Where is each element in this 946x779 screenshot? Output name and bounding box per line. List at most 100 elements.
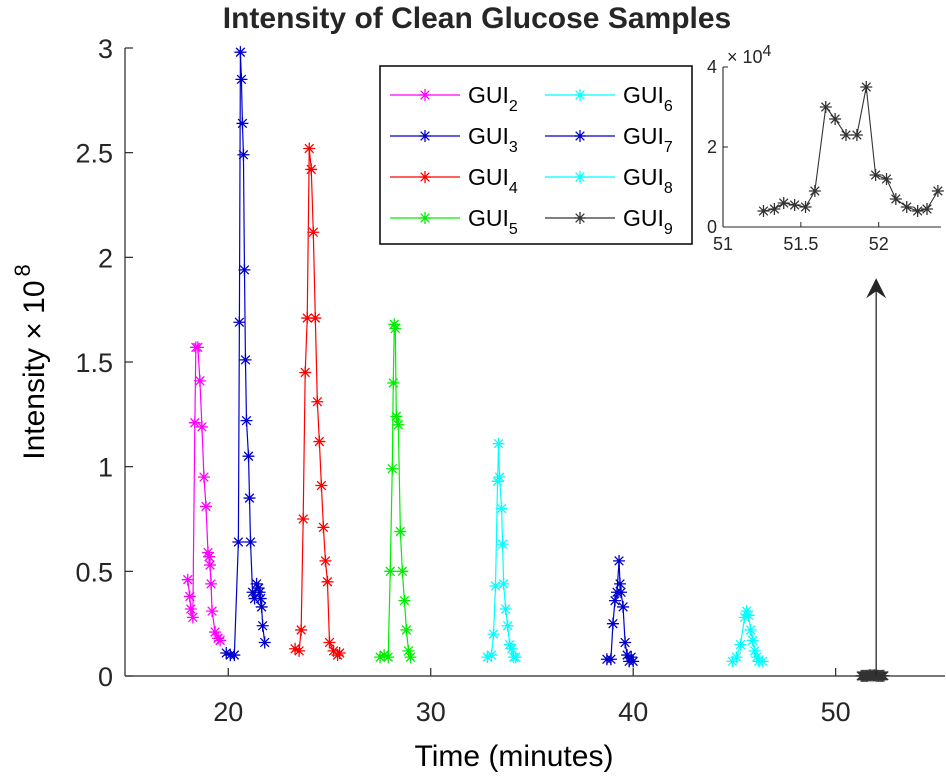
legend-swatch-marker [419, 171, 431, 183]
data-point [740, 605, 753, 618]
series-line [294, 148, 341, 656]
data-point [323, 636, 336, 649]
data-point [394, 525, 407, 538]
legend-label-subscript: 6 [664, 98, 673, 115]
legend-swatch-marker [419, 130, 431, 142]
inset-series-gui-9 [757, 81, 944, 217]
data-point [501, 619, 514, 632]
legend-swatch-marker [574, 130, 586, 142]
data-point [390, 410, 403, 423]
inset-data-point [900, 201, 913, 213]
y-tick-label: 3 [98, 34, 113, 64]
data-point [307, 226, 320, 239]
data-point [305, 163, 318, 176]
legend-label-subscript: 7 [664, 139, 673, 156]
legend-item: GUI7 [545, 123, 673, 156]
legend-label: GUI4 [468, 164, 518, 197]
series-gui-6 [481, 437, 522, 664]
data-point [254, 592, 267, 605]
data-point [214, 634, 227, 647]
y-tick-label: 0.5 [75, 557, 113, 587]
data-point [604, 653, 617, 666]
legend-label-text: GUI [468, 82, 509, 108]
data-point [183, 590, 196, 603]
data-point [374, 651, 387, 664]
data-point [246, 586, 259, 599]
data-point [489, 579, 502, 592]
data-point [315, 479, 328, 492]
data-point [748, 644, 761, 657]
legend-label-subscript: 9 [664, 221, 673, 238]
x-tick-label: 50 [821, 697, 851, 727]
series-gui-8 [726, 605, 769, 668]
legend-label-text: GUI [623, 205, 664, 231]
data-point [191, 341, 204, 354]
data-point [509, 651, 522, 664]
data-point [382, 651, 395, 664]
data-point [613, 554, 626, 567]
inset-x-tick-label: 52 [869, 234, 889, 254]
data-point [236, 117, 249, 130]
inset-data-point [869, 169, 882, 181]
data-point [232, 536, 245, 549]
inset-data-point [840, 129, 853, 141]
data-point [396, 565, 409, 578]
data-point [503, 638, 516, 651]
data-point [734, 638, 747, 651]
data-point [240, 414, 253, 427]
data-point [387, 376, 400, 389]
legend-label: GUI6 [623, 82, 673, 115]
data-point [209, 626, 222, 639]
series-gui-5 [374, 318, 417, 664]
data-point [389, 322, 402, 335]
data-point [744, 623, 757, 636]
legend-label-text: GUI [468, 164, 509, 190]
series-line [379, 324, 412, 659]
legend-label-subscript: 3 [509, 139, 518, 156]
data-point [617, 600, 630, 613]
inset-y-tick-label: 0 [707, 217, 717, 237]
inset-exponent-label: × 104 [727, 43, 772, 67]
inset-data-point [788, 199, 801, 211]
data-point [485, 649, 498, 662]
legend-swatch-marker [574, 171, 586, 183]
inset-data-point [768, 203, 781, 215]
inset-y-tick-label: 4 [707, 57, 717, 77]
data-point [499, 603, 512, 616]
legend-label: GUI8 [623, 164, 673, 197]
series-line [487, 443, 516, 658]
data-point [186, 611, 199, 624]
legend-item: GUI6 [545, 82, 673, 115]
y-axis-label: Intensity × 10 8 [10, 264, 51, 460]
data-point [258, 636, 271, 649]
data-point [746, 634, 759, 647]
data-point [243, 492, 256, 505]
data-point [250, 577, 263, 590]
data-point [203, 550, 216, 563]
data-point [756, 655, 769, 668]
inset-data-point [777, 197, 790, 209]
data-point [309, 312, 322, 325]
data-point [242, 450, 255, 463]
data-point [311, 395, 324, 408]
inset-data-point [850, 129, 863, 141]
data-point [388, 318, 401, 331]
series-gui-2 [181, 341, 227, 647]
data-point [319, 554, 332, 567]
legend-label: GUI2 [468, 82, 518, 115]
data-point [299, 366, 312, 379]
data-point [606, 617, 619, 630]
data-point [237, 148, 250, 161]
legend-label: GUI5 [468, 205, 518, 238]
inset-background [704, 44, 945, 268]
data-point [234, 46, 247, 59]
y-tick-label: 2.5 [75, 139, 113, 169]
series-gui-7 [600, 554, 640, 668]
y-tick-label: 1 [98, 453, 113, 483]
data-point [244, 536, 257, 549]
y-tick-label: 0 [98, 662, 113, 692]
series-gui-3 [220, 46, 271, 662]
legend-label-subscript: 4 [509, 180, 518, 197]
inset-exponent-power: 4 [763, 43, 772, 60]
data-point [220, 646, 233, 659]
